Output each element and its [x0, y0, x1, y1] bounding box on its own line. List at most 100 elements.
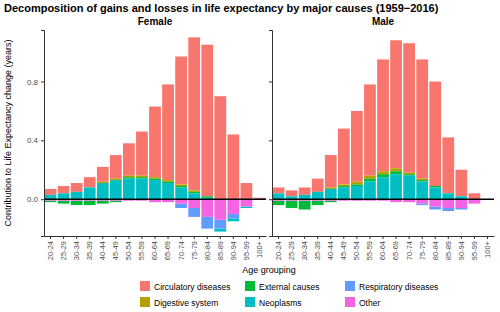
panel: Female0.00.40.820-2425-2930-3435-3940-44…: [27, 16, 267, 260]
x-tick-mark: [356, 236, 357, 239]
bar-segment: [377, 174, 389, 177]
bar-segment: [286, 201, 298, 208]
x-tick-mark: [435, 236, 436, 239]
bar-segment: [286, 190, 298, 196]
x-tick-mark: [422, 236, 423, 239]
bar-segment: [188, 190, 200, 191]
bar-segment: [123, 176, 135, 177]
x-tick-mark: [278, 236, 279, 239]
y-tick-label: 0.8: [27, 78, 39, 87]
bar-segment: [188, 37, 200, 190]
x-tick-mark: [50, 236, 51, 239]
bar-segment: [84, 187, 96, 199]
y-axis: [269, 31, 273, 237]
x-tick: 30-34: [300, 236, 309, 260]
legend: Circulatory diseasesDigestive systemExte…: [140, 281, 438, 308]
bar-segment: [351, 185, 363, 186]
x-tick-label: 45-49: [339, 241, 348, 260]
x-tick-label: 50-54: [352, 241, 361, 260]
bar-segment: [351, 182, 363, 185]
x-tick-label: 90-94: [229, 241, 238, 260]
y-tick: 0.0: [27, 195, 44, 204]
x-tick: 45-49: [339, 236, 348, 260]
x-tick: 60-64: [150, 236, 159, 260]
bar-segment: [45, 201, 57, 202]
x-tick: 65-69: [391, 236, 400, 260]
bar-segment: [136, 176, 148, 177]
x-tick-mark: [102, 236, 103, 239]
bar-segment: [403, 173, 415, 174]
bar-segment: [175, 185, 187, 186]
bar-segment: [149, 177, 161, 178]
y-tick: 0.8: [27, 78, 44, 87]
x-tick-mark: [141, 236, 142, 239]
bar-segment: [175, 186, 187, 187]
bar-segment: [58, 201, 70, 204]
x-tick-mark: [461, 236, 462, 239]
x-tick-label: 25-29: [59, 241, 68, 260]
x-tick-label: 20-24: [274, 241, 283, 260]
x-tick-label: 95-99: [242, 241, 251, 260]
bar-segment: [364, 176, 376, 179]
x-tick-mark: [343, 236, 344, 239]
bar-segment: [403, 43, 415, 172]
x-tick-mark: [194, 236, 195, 239]
bar-segment: [364, 179, 376, 182]
bar-segment: [338, 129, 350, 185]
x-tick-label: 30-34: [300, 241, 309, 260]
legend-swatch: [245, 281, 255, 291]
x-tick: 100+: [255, 236, 264, 258]
bar-segment: [227, 134, 239, 199]
bar-segment: [429, 186, 441, 187]
x-tick: 40-44: [326, 236, 335, 260]
bar-segment: [227, 218, 239, 221]
bars: [273, 40, 481, 211]
bar-segment: [71, 201, 83, 205]
y-tick-mark: [41, 199, 44, 200]
bar-segment: [214, 199, 226, 220]
bar-segment: [123, 177, 135, 178]
bar-segment: [123, 179, 135, 200]
x-tick-label: 45-49: [111, 241, 120, 260]
x-tick-mark: [89, 236, 90, 239]
x-tick-mark: [396, 236, 397, 239]
x-tick-mark: [246, 236, 247, 239]
x-tick-mark: [369, 236, 370, 239]
bar-segment: [136, 177, 148, 178]
y-axis-line: [41, 31, 45, 237]
x-tick-mark: [181, 236, 182, 239]
bar-segment: [149, 179, 161, 180]
bar-segment: [273, 187, 285, 193]
legend-label: Circulatory diseases: [154, 282, 231, 292]
x-tick-mark: [63, 236, 64, 239]
x-tick: 55-59: [365, 236, 374, 260]
bar-segment: [175, 204, 187, 208]
x-tick: 80-84: [431, 236, 440, 260]
y-tick: [269, 140, 272, 141]
bar-segment: [377, 177, 389, 199]
x-tick: 95-99: [242, 236, 251, 260]
x-tick: 60-64: [378, 236, 387, 260]
bar-segment: [364, 182, 376, 200]
panel-title: Male: [372, 16, 395, 27]
x-tick-mark: [76, 236, 77, 239]
x-axis: 20-2425-2930-3435-3940-4445-4950-5455-59…: [45, 236, 267, 260]
y-axis: 0.00.40.8: [27, 31, 45, 237]
legend-swatch: [345, 297, 355, 307]
bar-segment: [390, 171, 402, 174]
panel: Male20-2425-2930-3435-3940-4445-4950-545…: [269, 16, 495, 260]
x-axis-title: Age grouping: [242, 265, 296, 275]
legend-label: Respiratory diseases: [359, 282, 438, 292]
bar-segment: [273, 193, 285, 199]
x-tick: 40-44: [98, 236, 107, 260]
bar-segment: [227, 199, 239, 214]
x-tick-label: 85-89: [216, 241, 225, 260]
x-tick: 85-89: [444, 236, 453, 260]
x-tick: 95-99: [470, 236, 479, 260]
bar-segment: [429, 82, 441, 186]
legend-swatch: [140, 281, 150, 291]
x-tick-label: 95-99: [470, 241, 479, 260]
x-tick-mark: [115, 236, 116, 239]
bar-segment: [429, 187, 441, 199]
bar-segment: [175, 187, 187, 199]
